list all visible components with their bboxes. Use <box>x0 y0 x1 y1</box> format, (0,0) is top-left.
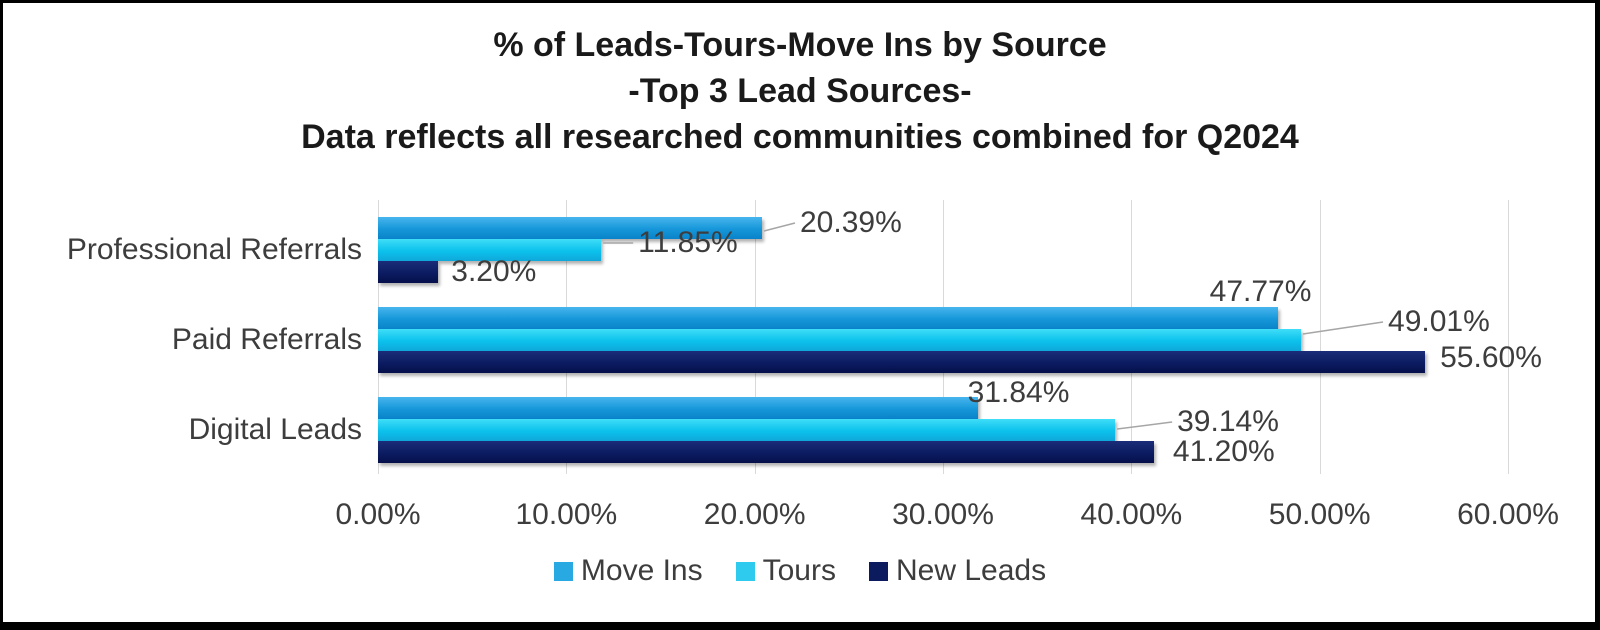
category-label-professional-referrals: Professional Referrals <box>66 233 362 266</box>
data-label-tours-professional-referrals: 11.85% <box>638 226 738 259</box>
bar-move-ins-professional-referrals <box>378 217 762 239</box>
legend-item-move-ins: Move Ins <box>553 553 703 589</box>
bar-new-leads-paid-referrals <box>378 351 1426 373</box>
chart-title-line-1: % of Leads-Tours-Move Ins by Source <box>493 26 1107 64</box>
bar-tours-paid-referrals <box>378 329 1302 351</box>
bar-tours-digital-leads <box>378 419 1116 441</box>
legend-label: Move Ins <box>580 554 703 587</box>
chart-title-line-2: -Top 3 Lead Sources- <box>628 72 972 110</box>
data-label-move-ins-professional-referrals: 20.39% <box>800 206 902 239</box>
chart-title: % of Leads-Tours-Move Ins by Source -Top… <box>0 22 1600 160</box>
category-label-digital-leads: Digital Leads <box>188 413 362 446</box>
data-label-new-leads-digital-leads: 41.20% <box>1172 435 1275 468</box>
bar-new-leads-digital-leads <box>378 441 1154 463</box>
legend-swatch-move-ins <box>553 561 573 581</box>
bar-move-ins-digital-leads <box>378 397 978 419</box>
gridline <box>1508 200 1509 474</box>
legend-item-tours: Tours <box>735 553 836 589</box>
legend-label: New Leads <box>895 554 1047 587</box>
data-label-tours-paid-referrals: 49.01% <box>1388 305 1490 338</box>
data-label-new-leads-professional-referrals: 3.20% <box>451 255 537 288</box>
x-axis-tick-label: 60.00% <box>1457 498 1559 531</box>
legend-swatch-tours <box>735 561 755 581</box>
x-axis-tick-label: 10.00% <box>515 498 618 531</box>
x-axis-tick-label: 20.00% <box>703 498 806 531</box>
x-axis-tick-label: 50.00% <box>1268 498 1371 531</box>
bar-move-ins-paid-referrals <box>378 307 1278 329</box>
data-label-move-ins-digital-leads: 31.84% <box>967 376 1070 409</box>
legend-swatch-new-leads <box>868 561 888 581</box>
gridline <box>1319 200 1321 474</box>
bar-tours-professional-referrals <box>378 239 602 261</box>
data-label-new-leads-paid-referrals: 55.60% <box>1440 341 1542 374</box>
legend: Move Ins Tours New Leads <box>0 553 1600 589</box>
bar-new-leads-professional-referrals <box>378 261 439 283</box>
data-label-tours-digital-leads: 39.14% <box>1177 405 1279 438</box>
category-label-paid-referrals: Paid Referrals <box>171 323 362 356</box>
legend-item-new-leads: New Leads <box>868 553 1047 589</box>
x-axis-tick-label: 30.00% <box>892 498 994 531</box>
chart-title-line-3: Data reflects all researched communities… <box>301 118 1299 156</box>
legend-label: Tours <box>762 554 836 587</box>
x-axis-tick-label: 0.00% <box>335 498 421 531</box>
x-axis-tick-label: 40.00% <box>1080 498 1183 531</box>
data-label-move-ins-paid-referrals: 47.77% <box>1209 275 1312 308</box>
